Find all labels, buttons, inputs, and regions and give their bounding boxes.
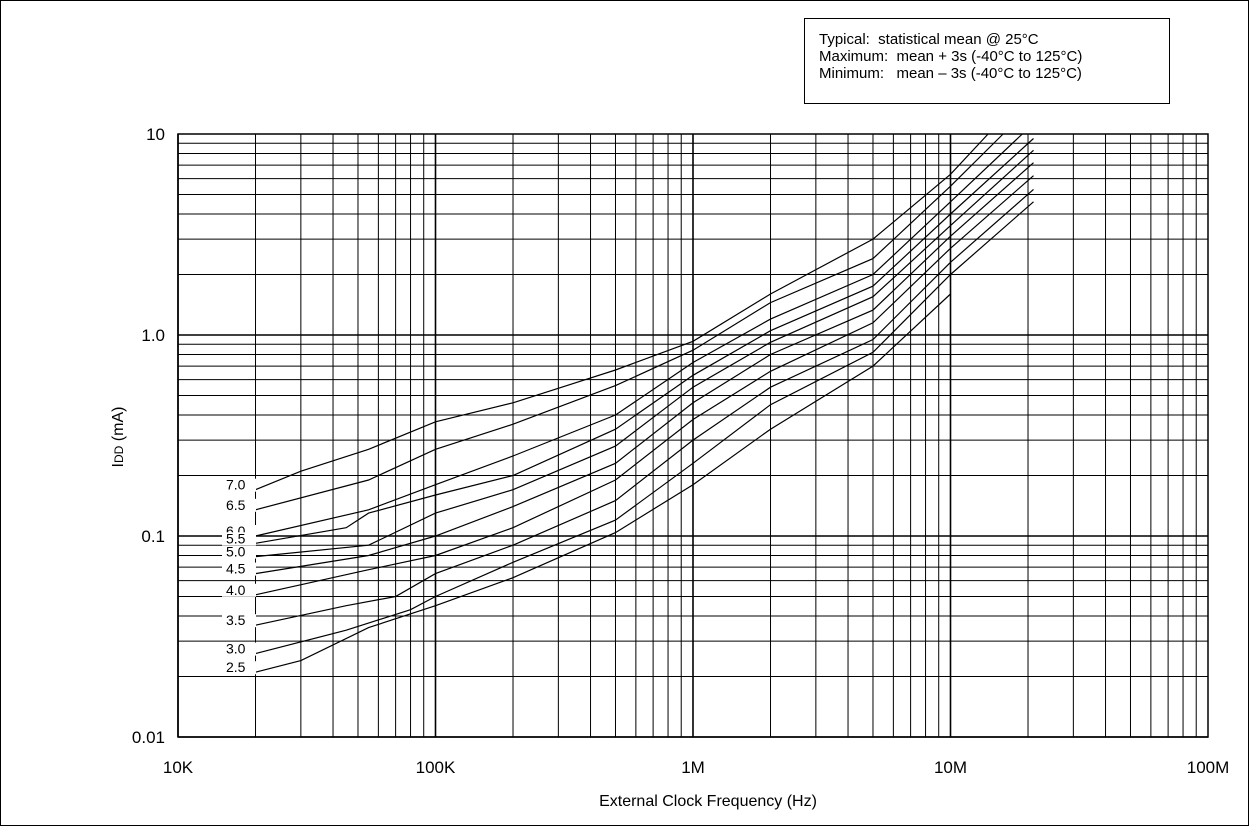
y-axis-title: IDD (mA) [110, 407, 127, 468]
series-line-3-5 [255, 188, 1034, 626]
y-tick-label: 10 [146, 125, 165, 144]
series-labels: 7.06.56.05.55.04.54.03.53.02.5 [222, 477, 256, 675]
plot-area-border [177, 133, 1209, 738]
x-tick-label: 10M [934, 758, 967, 777]
legend-line-maximum: Maximum: mean + 3s (-40°C to 125°C) [819, 48, 1083, 65]
series-line-6-5 [255, 133, 1004, 511]
x-tick-label: 100M [1187, 758, 1230, 777]
legend-line-typical: Typical: statistical mean @ 25°C [819, 31, 1039, 48]
series-label-5-0: 5.0 [226, 544, 246, 560]
x-tick-label: 1M [681, 758, 705, 777]
x-tick-label: 10K [163, 758, 194, 777]
y-tick-label: 1.0 [141, 326, 165, 345]
series-label-3-0: 3.0 [226, 641, 246, 657]
series-label-bg [222, 562, 256, 576]
y-tick-labels: 0.01 0.1 1.0 10 [132, 125, 165, 747]
series-line-6-0 [255, 133, 1023, 537]
series-label-3-5: 3.5 [226, 612, 246, 628]
series-label-bg [222, 545, 256, 559]
series-label-7-0: 7.0 [226, 477, 246, 493]
x-axis-title: External Clock Frequency (Hz) [599, 793, 817, 810]
series-line-3-0 [255, 201, 1034, 655]
x-tick-labels: 10K 100K 1M 10M 100M [163, 758, 1229, 777]
series-label-bg [222, 642, 256, 656]
series-label-bg [222, 614, 256, 628]
series-line-4-0 [255, 175, 1034, 596]
series-label-bg [222, 583, 256, 597]
series-line-5-5 [255, 138, 1034, 544]
series-label-4-5: 4.5 [226, 561, 246, 577]
y-axis-title-sub: DD [112, 445, 126, 463]
series-label-5-5: 5.5 [226, 530, 246, 546]
legend-line-minimum: Minimum: mean – 3s (-40°C to 125°C) [819, 65, 1082, 82]
y-axis-title-unit: (mA) [110, 407, 127, 446]
series-label-4-0: 4.0 [226, 582, 246, 598]
y-tick-label: 0.1 [141, 527, 165, 546]
series-label-2-5: 2.5 [226, 659, 246, 675]
series-line-4-5 [255, 162, 1034, 575]
y-axis-title-main: I [110, 463, 127, 467]
series-label-bg [222, 478, 256, 492]
series-label-bg [222, 498, 256, 512]
series-curves [255, 133, 1034, 673]
legend-box: Typical: statistical mean @ 25°C Maximum… [804, 18, 1170, 104]
series-line-5-0 [255, 149, 1034, 558]
series-label-6-5: 6.5 [226, 497, 246, 513]
series-line-7-0 [255, 133, 989, 491]
series-line-2-5 [255, 293, 951, 673]
grid-lines-major [177, 134, 1208, 738]
x-tick-label: 100K [416, 758, 456, 777]
series-label-bg [222, 532, 256, 546]
y-tick-label: 0.01 [132, 728, 165, 747]
series-label-bg [222, 661, 256, 675]
